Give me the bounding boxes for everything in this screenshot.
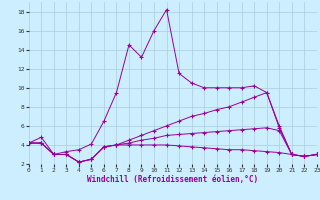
X-axis label: Windchill (Refroidissement éolien,°C): Windchill (Refroidissement éolien,°C) [87,175,258,184]
